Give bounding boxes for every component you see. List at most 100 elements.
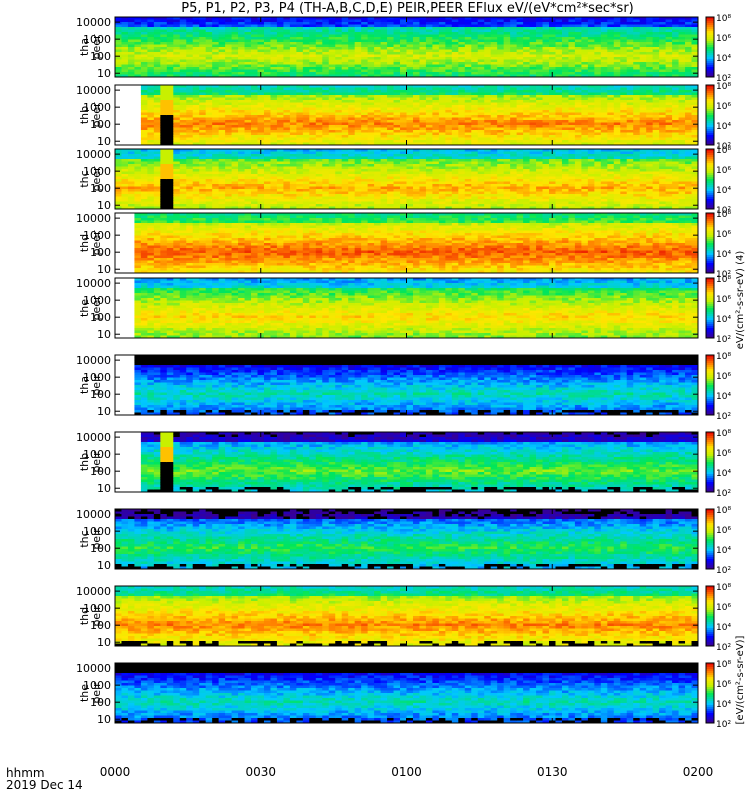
spectrogram-cell [316, 50, 323, 53]
spectrogram-cell [258, 197, 265, 200]
spectrogram-cell [555, 47, 562, 50]
spectrogram-cell [251, 67, 258, 70]
spectrogram-cell [432, 20, 439, 23]
spectrogram-cell [445, 93, 452, 96]
spectrogram-cell [193, 60, 200, 63]
spectrogram-cell [510, 125, 517, 128]
spectrogram-cell [245, 199, 252, 202]
spectrogram-cell [659, 70, 666, 73]
spectrogram-cell [303, 72, 310, 75]
spectrogram-cell [394, 72, 401, 75]
spectrogram-cell [283, 182, 290, 185]
spectrogram-cell [601, 55, 608, 58]
spectrogram-cell [264, 27, 271, 30]
spectrogram-cell [419, 90, 426, 93]
spectrogram-cell [296, 138, 303, 141]
spectrogram-cell [523, 110, 530, 113]
spectrogram-cell [322, 70, 329, 73]
spectrogram-cell [692, 98, 699, 101]
spectrogram-cell [296, 20, 303, 23]
spectrogram-cell [439, 35, 446, 38]
spectrogram-cell [517, 120, 524, 123]
spectrogram-cell [258, 42, 265, 45]
spectrogram-cell [419, 133, 426, 136]
spectrogram-cell [452, 88, 459, 91]
spectrogram-cell [594, 32, 601, 35]
spectrogram-cell [491, 100, 498, 103]
spectrogram-cell [419, 130, 426, 133]
spectrogram-cell [374, 130, 381, 133]
spectrogram-cell [206, 93, 213, 96]
spectrogram-cell [147, 123, 154, 126]
spectrogram-cell [530, 72, 537, 75]
spectrogram-cell [432, 108, 439, 111]
spectrogram-cell [264, 103, 271, 106]
spectrogram-cell [543, 70, 550, 73]
spectrogram-cell [549, 35, 556, 38]
spectrogram-cell [270, 204, 277, 207]
spectrogram-cell [251, 70, 258, 73]
spectrogram-cell [270, 174, 277, 177]
spectrogram-cell [115, 52, 122, 55]
spectrogram-cell [212, 162, 219, 165]
spectrogram-cell [245, 135, 252, 138]
spectrogram-cell [316, 65, 323, 68]
spectrogram-cell [387, 93, 394, 96]
spectrogram-cell [180, 120, 187, 123]
spectrogram-cell [206, 162, 213, 165]
spectrogram-cell [588, 60, 595, 63]
spectrogram-cell [186, 179, 193, 182]
spectrogram-cell [400, 118, 407, 121]
spectrogram-cell [245, 177, 252, 180]
spectrogram-cell [478, 27, 485, 30]
spectrogram-cell [141, 60, 148, 63]
spectrogram-cell [206, 164, 213, 167]
spectrogram-cell [504, 103, 511, 106]
spectrogram-cell [329, 123, 336, 126]
spectrogram-cell [465, 135, 472, 138]
spectrogram-cell [394, 93, 401, 96]
spectrogram-cell [413, 115, 420, 118]
spectrogram-cell [212, 70, 219, 73]
spectrogram-cell [264, 164, 271, 167]
spectrogram-cell [219, 164, 226, 167]
spectrogram-cell [141, 110, 148, 113]
spectrogram-cell [206, 55, 213, 58]
spectrogram-cell [659, 25, 666, 28]
spectrogram-cell [154, 35, 161, 38]
spectrogram-cell [445, 105, 452, 108]
spectrogram-cell [607, 67, 614, 70]
spectrogram-cell [251, 157, 258, 160]
spectrogram-cell [206, 154, 213, 157]
spectrogram-cell [199, 67, 206, 70]
spectrogram-cell [497, 42, 504, 45]
spectrogram-cell [154, 103, 161, 106]
spectrogram-cell [484, 37, 491, 40]
spectrogram-cell [335, 140, 342, 143]
spectrogram-cell [309, 55, 316, 58]
spectrogram-cell [277, 162, 284, 165]
spectrogram-cell [251, 164, 258, 167]
spectrogram-cell [594, 110, 601, 113]
spectrogram-cell [212, 182, 219, 185]
spectrogram-cell [413, 120, 420, 123]
spectrogram-cell [238, 20, 245, 23]
spectrogram-cell [465, 140, 472, 143]
spectrogram-cell [264, 140, 271, 143]
spectrogram-cell [581, 103, 588, 106]
spectrogram-cell [484, 52, 491, 55]
spectrogram-cell [562, 70, 569, 73]
spectrogram-cell [471, 30, 478, 33]
spectrogram-cell [199, 133, 206, 136]
spectrogram-cell [387, 120, 394, 123]
spectrogram-cell [478, 45, 485, 48]
spectrogram-cell [523, 35, 530, 38]
spectrogram-cell [329, 47, 336, 50]
spectrogram-cell [283, 187, 290, 190]
spectrogram-cell [219, 70, 226, 73]
spectrogram-cell [128, 37, 135, 40]
spectrogram-cell [627, 60, 634, 63]
spectrogram-cell [167, 47, 174, 50]
spectrogram-cell [387, 30, 394, 33]
spectrogram-cell [277, 25, 284, 28]
